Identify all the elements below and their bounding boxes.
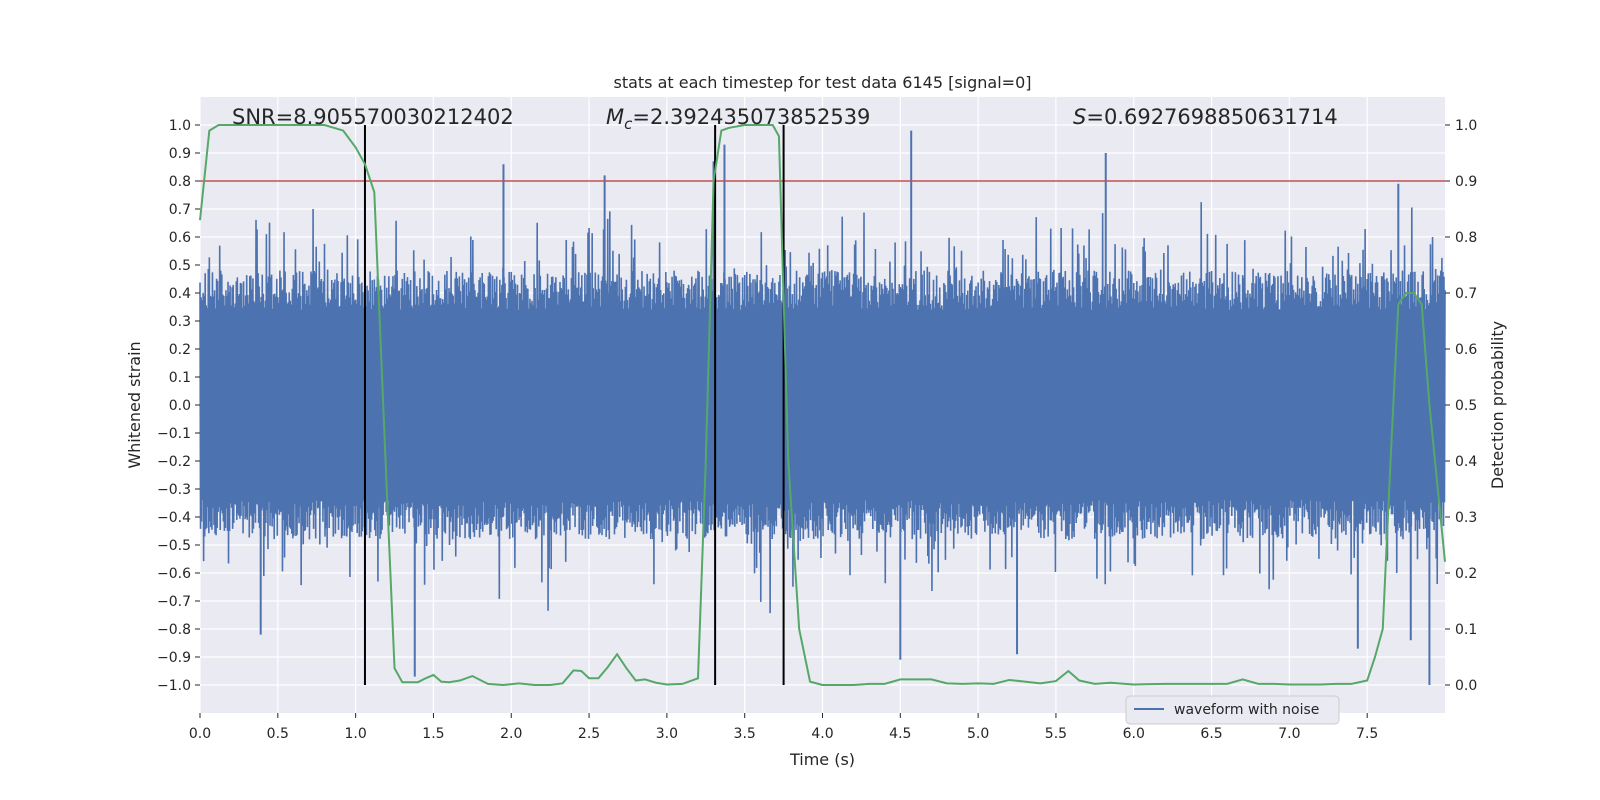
x-tick-label: 0.5 [267, 726, 289, 742]
x-tick-label: 2.0 [500, 726, 522, 742]
x-tick-label: 3.5 [734, 726, 756, 742]
y-left-tick-label: −1.0 [157, 678, 191, 694]
y-left-tick-label: 0.7 [169, 202, 191, 218]
s-annotation: S=0.6927698850631714 [1073, 105, 1338, 129]
x-tick-label: 5.0 [967, 726, 989, 742]
y-right-tick-label: 0.0 [1455, 678, 1477, 694]
x-tick-label: 0.0 [189, 726, 211, 742]
y-left-tick-label: −0.6 [157, 566, 191, 582]
x-tick-label: 5.5 [1045, 726, 1067, 742]
snr-annotation: SNR=8.905570030212402 [232, 105, 514, 129]
y-right-tick-label: 0.3 [1455, 510, 1477, 526]
legend: waveform with noise [1125, 695, 1340, 725]
chirp-mass-symbol: M [606, 105, 624, 129]
detection-probability-line [199, 124, 1446, 687]
x-tick-label: 4.5 [889, 726, 911, 742]
y-left-tick-label: 0.2 [169, 342, 191, 358]
y-right-tick-label: 0.1 [1455, 622, 1477, 638]
y-axis-label-left: Whitened strain [125, 341, 144, 468]
y-left-tick-label: 0.0 [169, 398, 191, 414]
y-left-tick-label: −0.3 [157, 482, 191, 498]
chirp-mass-subscript: c [624, 115, 633, 133]
x-tick-label: 7.0 [1278, 726, 1300, 742]
y-left-tick-label: −0.2 [157, 454, 191, 470]
y-right-tick-label: 1.0 [1455, 118, 1477, 134]
y-left-tick-label: −0.9 [157, 650, 191, 666]
y-left-tick-label: −0.8 [157, 622, 191, 638]
waveform-trace [199, 202, 1446, 614]
y-right-tick-label: 0.8 [1455, 230, 1477, 246]
y-left-tick-label: 0.4 [169, 286, 191, 302]
x-axis-label: Time (s) [789, 750, 855, 769]
y-left-tick-label: −0.5 [157, 538, 191, 554]
y-left-tick-label: 0.8 [169, 174, 191, 190]
y-left-tick-label: 0.9 [169, 146, 191, 162]
x-tick-label: 2.5 [578, 726, 600, 742]
y-right-tick-label: 0.7 [1455, 286, 1477, 302]
x-tick-label: 4.0 [811, 726, 833, 742]
x-tick-label: 3.0 [656, 726, 678, 742]
y-right-tick-label: 0.2 [1455, 566, 1477, 582]
y-left-tick-label: −0.7 [157, 594, 191, 610]
y-left-tick-label: −0.4 [157, 510, 191, 526]
legend-entry-waveform: waveform with noise [1174, 702, 1319, 718]
x-tick-label: 1.5 [422, 726, 444, 742]
y-left-tick-label: 0.5 [169, 258, 191, 274]
y-left-tick-label: −0.1 [157, 426, 191, 442]
y-left-tick-label: 0.1 [169, 370, 191, 386]
chart-title: stats at each timestep for test data 614… [613, 73, 1031, 92]
y-left-tick-label: 1.0 [169, 118, 191, 134]
chirp-mass-value: =2.392435073852539 [632, 105, 870, 129]
y-right-tick-label: 0.9 [1455, 174, 1477, 190]
y-axis-label-right: Detection probability [1488, 321, 1507, 489]
y-left-tick-label: 0.3 [169, 314, 191, 330]
overlay-lines [199, 124, 1446, 687]
x-tick-label: 6.5 [1200, 726, 1222, 742]
x-tick-label: 1.0 [344, 726, 366, 742]
y-left-tick-label: 0.6 [169, 230, 191, 246]
y-right-tick-label: 0.5 [1455, 398, 1477, 414]
s-value: =0.6927698850631714 [1086, 105, 1337, 129]
chirp-mass-annotation: Mc=2.392435073852539 [606, 105, 870, 133]
axes: 0.0 0.5 1.0 1.5 2.0 2.5 3.0 3.5 4.0 4.5 5.0 5.5 6.0 6… [157, 118, 1477, 742]
x-tick-label: 6.0 [1123, 726, 1145, 742]
legend-box [1125, 695, 1340, 725]
y-right-tick-label: 0.6 [1455, 342, 1477, 358]
s-symbol: S [1073, 105, 1086, 129]
y-right-tick-label: 0.4 [1455, 454, 1477, 470]
x-tick-label: 7.5 [1356, 726, 1378, 742]
